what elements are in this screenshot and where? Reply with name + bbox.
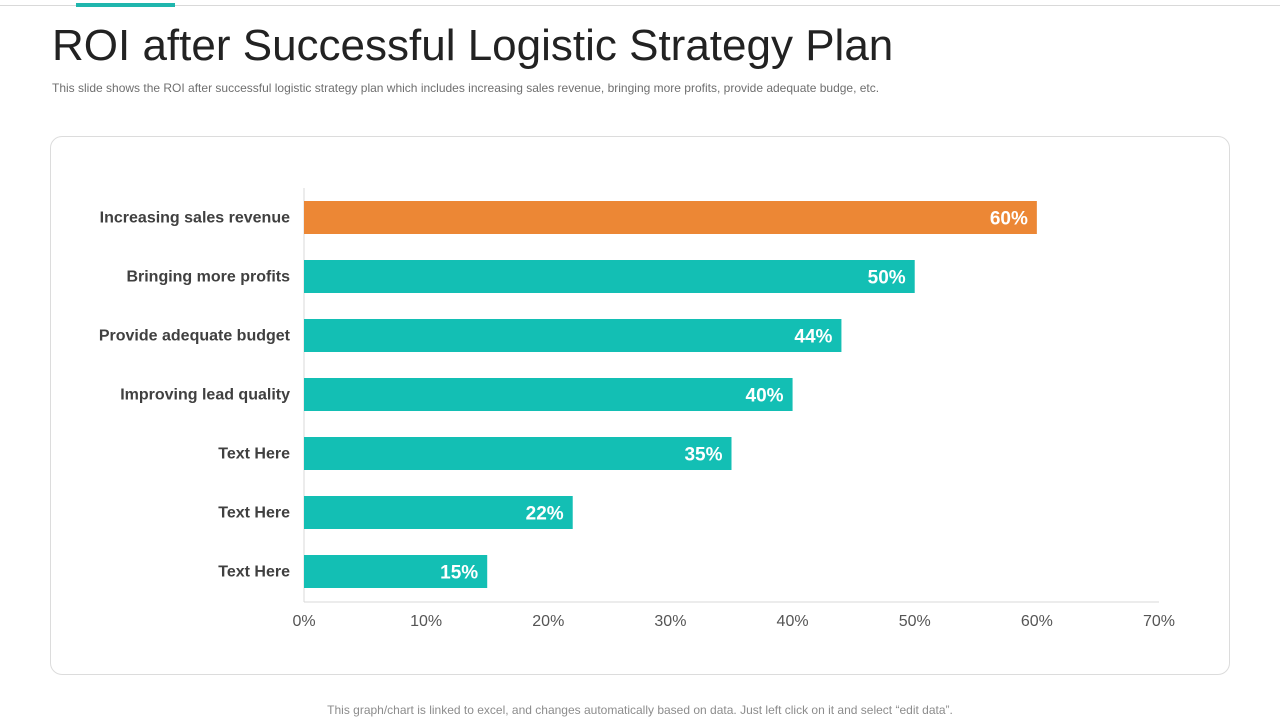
bar-value-label: 60% — [990, 209, 1028, 230]
x-tick-label: 60% — [1021, 613, 1053, 630]
bar-value-label: 35% — [684, 445, 722, 466]
bar-value-label: 44% — [794, 327, 832, 348]
top-divider-line — [0, 5, 1280, 6]
x-tick-label: 0% — [292, 613, 315, 630]
x-tick-label: 40% — [777, 613, 809, 630]
bar-5[interactable] — [304, 437, 732, 470]
bar-value-label: 22% — [526, 504, 564, 525]
bar-value-label: 15% — [440, 563, 478, 584]
roi-bar-chart[interactable]: 60% Increasing sales revenue 50% Bringing m… — [51, 137, 1229, 674]
slide-title: ROI after Successful Logistic Strategy P… — [52, 21, 894, 70]
slide-subtitle: This slide shows the ROI after successfu… — [52, 81, 880, 95]
bar-4[interactable] — [304, 378, 793, 411]
bar-6[interactable] — [304, 496, 573, 529]
category-label: Text Here — [218, 505, 290, 522]
x-tick-label: 50% — [899, 613, 931, 630]
bar-value-label: 40% — [746, 386, 784, 407]
category-label: Text Here — [218, 564, 290, 581]
bar-2[interactable] — [304, 260, 915, 293]
category-label: Text Here — [218, 446, 290, 463]
x-tick-label: 20% — [532, 613, 564, 630]
bar-value-label: 50% — [868, 268, 906, 289]
chart-card[interactable]: 60% Increasing sales revenue 50% Bringing m… — [50, 136, 1230, 675]
bar-7[interactable] — [304, 555, 488, 588]
x-tick-label: 70% — [1143, 613, 1175, 630]
top-accent-bar — [76, 3, 175, 7]
bar-1[interactable] — [304, 201, 1037, 234]
category-label: Bringing more profits — [126, 269, 290, 286]
category-label: Improving lead quality — [120, 387, 290, 404]
x-tick-label: 30% — [654, 613, 686, 630]
category-label: Increasing sales revenue — [100, 210, 290, 227]
category-label: Provide adequate budget — [99, 328, 291, 345]
footer-note: This graph/chart is linked to excel, and… — [327, 703, 953, 717]
x-tick-label: 10% — [410, 613, 442, 630]
bar-3[interactable] — [304, 319, 842, 352]
